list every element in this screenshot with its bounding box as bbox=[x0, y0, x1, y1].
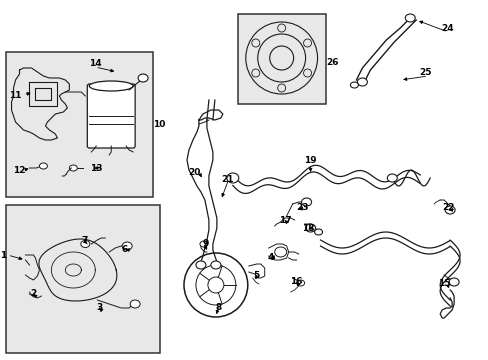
Text: 13: 13 bbox=[90, 163, 102, 172]
Ellipse shape bbox=[69, 165, 77, 171]
FancyBboxPatch shape bbox=[5, 205, 160, 353]
Ellipse shape bbox=[274, 247, 286, 257]
Text: 17: 17 bbox=[279, 216, 291, 225]
Text: 7: 7 bbox=[81, 235, 87, 244]
Ellipse shape bbox=[314, 229, 322, 235]
Text: 4: 4 bbox=[267, 253, 273, 262]
Ellipse shape bbox=[301, 198, 311, 206]
Text: 16: 16 bbox=[290, 276, 302, 285]
Text: 5: 5 bbox=[253, 271, 259, 280]
Ellipse shape bbox=[357, 78, 366, 86]
Text: 12: 12 bbox=[13, 166, 26, 175]
Text: 19: 19 bbox=[304, 156, 316, 165]
Text: 24: 24 bbox=[440, 23, 452, 32]
Ellipse shape bbox=[200, 241, 207, 247]
Text: 1: 1 bbox=[0, 251, 7, 260]
Ellipse shape bbox=[130, 300, 140, 308]
Text: 18: 18 bbox=[302, 224, 314, 233]
Text: 6: 6 bbox=[121, 244, 127, 253]
FancyBboxPatch shape bbox=[237, 14, 325, 104]
Text: 8: 8 bbox=[215, 303, 222, 312]
Ellipse shape bbox=[89, 81, 133, 91]
Text: 22: 22 bbox=[441, 202, 453, 212]
Ellipse shape bbox=[40, 163, 47, 169]
Text: 23: 23 bbox=[296, 202, 308, 212]
Ellipse shape bbox=[444, 206, 454, 214]
Text: 25: 25 bbox=[418, 68, 430, 77]
Text: 15: 15 bbox=[437, 279, 449, 288]
Ellipse shape bbox=[305, 224, 315, 232]
Ellipse shape bbox=[196, 261, 205, 269]
Text: 26: 26 bbox=[325, 58, 338, 67]
Ellipse shape bbox=[210, 261, 221, 269]
Ellipse shape bbox=[138, 74, 148, 82]
Text: 20: 20 bbox=[187, 167, 200, 176]
Text: 2: 2 bbox=[30, 289, 37, 298]
FancyBboxPatch shape bbox=[5, 52, 153, 197]
Ellipse shape bbox=[448, 278, 458, 286]
Text: 9: 9 bbox=[203, 239, 209, 248]
Text: 3: 3 bbox=[96, 303, 102, 312]
Ellipse shape bbox=[350, 82, 358, 88]
Ellipse shape bbox=[405, 14, 414, 22]
Ellipse shape bbox=[296, 280, 304, 286]
Ellipse shape bbox=[226, 173, 238, 183]
Ellipse shape bbox=[122, 242, 132, 250]
FancyBboxPatch shape bbox=[87, 84, 135, 148]
Text: 21: 21 bbox=[221, 175, 234, 184]
Text: 11: 11 bbox=[9, 90, 22, 99]
Text: 14: 14 bbox=[89, 59, 102, 68]
Ellipse shape bbox=[386, 174, 396, 182]
Text: 10: 10 bbox=[153, 120, 165, 129]
Ellipse shape bbox=[81, 240, 90, 248]
